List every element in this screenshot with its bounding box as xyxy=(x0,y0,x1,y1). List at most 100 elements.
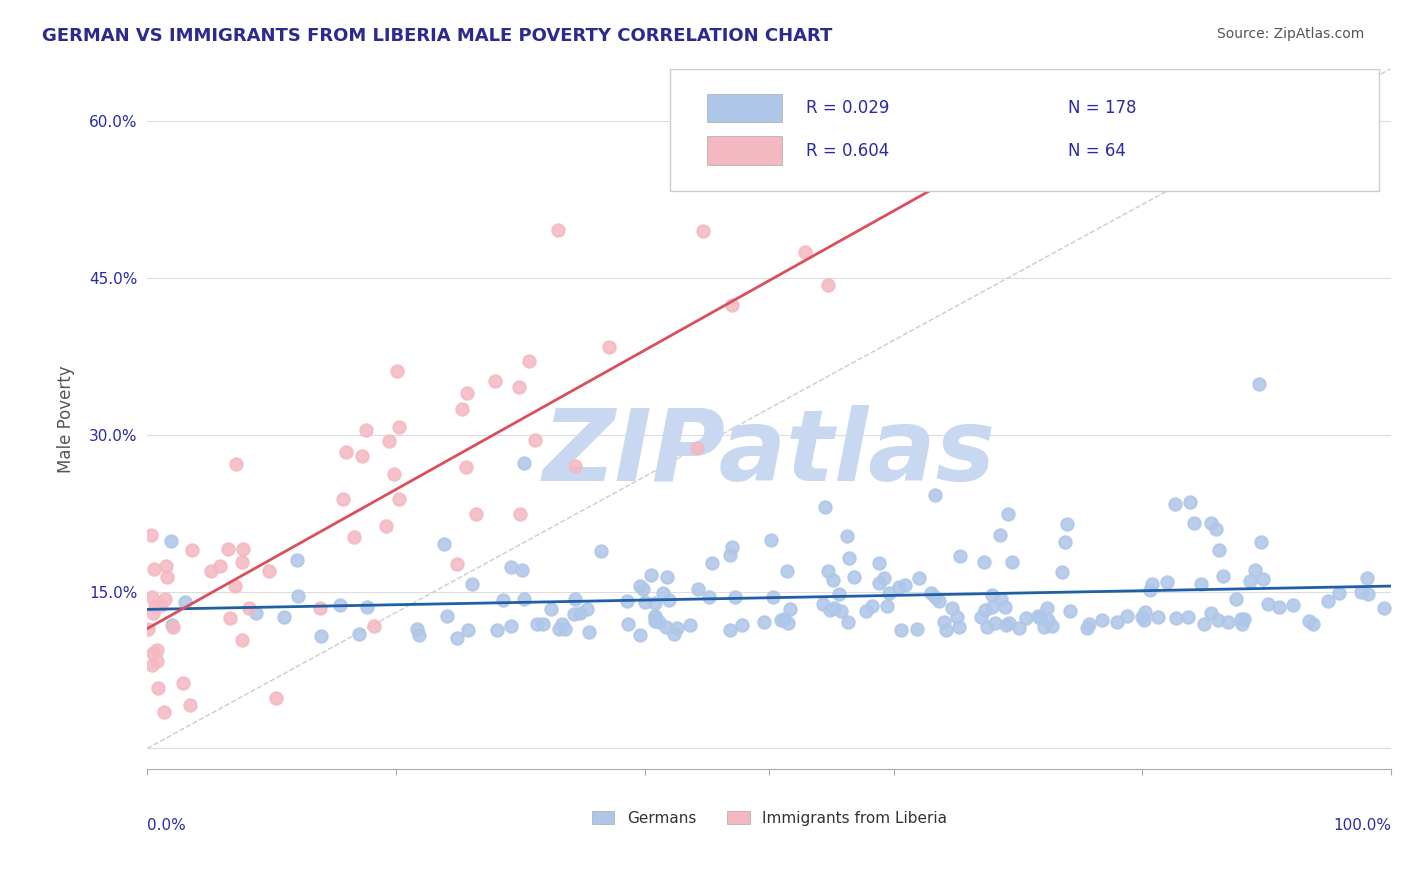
Germans xyxy=(531,617,554,632)
Germans xyxy=(779,602,801,616)
Germans xyxy=(718,624,741,638)
Germans xyxy=(1205,523,1227,537)
Germans xyxy=(1230,617,1253,632)
Immigrants from Liberia xyxy=(332,491,354,506)
Immigrants from Liberia xyxy=(257,564,280,578)
Germans xyxy=(860,599,883,614)
Germans xyxy=(924,590,946,604)
Germans xyxy=(510,563,533,577)
Legend: Germans, Immigrants from Liberia: Germans, Immigrants from Liberia xyxy=(585,805,953,831)
Germans xyxy=(759,533,782,547)
Germans xyxy=(644,609,666,624)
Immigrants from Liberia xyxy=(232,542,254,557)
Germans xyxy=(1208,543,1230,558)
Germans xyxy=(1350,585,1372,599)
Germans xyxy=(499,559,522,574)
Germans xyxy=(562,607,585,621)
Immigrants from Liberia xyxy=(354,423,377,437)
Germans xyxy=(1133,613,1156,627)
Germans xyxy=(512,592,534,607)
Germans xyxy=(1233,612,1256,626)
Immigrants from Liberia xyxy=(155,592,177,607)
Germans xyxy=(718,548,741,562)
Germans xyxy=(285,553,308,567)
Germans xyxy=(575,602,598,616)
Text: R = 0.604: R = 0.604 xyxy=(807,142,890,160)
Germans xyxy=(569,606,592,620)
Germans xyxy=(752,615,775,629)
Immigrants from Liberia xyxy=(136,622,159,636)
Immigrants from Liberia xyxy=(387,364,409,378)
Germans xyxy=(1189,577,1212,591)
Germans xyxy=(828,586,851,600)
Immigrants from Liberia xyxy=(141,657,163,672)
Germans xyxy=(349,627,371,641)
Germans xyxy=(1133,605,1156,619)
Germans xyxy=(776,615,799,630)
Germans xyxy=(1250,535,1272,549)
Immigrants from Liberia xyxy=(382,467,405,481)
Germans xyxy=(821,573,844,587)
Germans xyxy=(811,597,834,611)
Germans xyxy=(830,604,852,618)
Germans xyxy=(287,589,309,603)
Germans xyxy=(457,623,479,637)
Germans xyxy=(1054,535,1077,549)
Immigrants from Liberia xyxy=(200,564,222,578)
Germans xyxy=(873,571,896,585)
Germans xyxy=(356,600,378,615)
Germans xyxy=(1201,516,1223,530)
Germans xyxy=(973,603,995,617)
Immigrants from Liberia xyxy=(179,698,201,712)
Germans xyxy=(907,571,929,585)
Germans xyxy=(842,570,865,584)
Germans xyxy=(644,609,666,624)
Immigrants from Liberia xyxy=(1102,93,1125,107)
Germans xyxy=(1230,612,1253,626)
Germans xyxy=(1316,594,1339,608)
Immigrants from Liberia xyxy=(231,632,253,647)
Immigrants from Liberia xyxy=(343,530,366,544)
Germans xyxy=(578,625,600,640)
Immigrants from Liberia xyxy=(464,507,486,521)
Germans xyxy=(1355,570,1378,584)
Immigrants from Liberia xyxy=(547,223,569,237)
Text: Source: ZipAtlas.com: Source: ZipAtlas.com xyxy=(1216,27,1364,41)
Germans xyxy=(1040,618,1063,632)
Germans xyxy=(432,537,454,551)
Germans xyxy=(1156,574,1178,589)
Germans xyxy=(893,578,915,592)
Germans xyxy=(162,618,184,632)
Germans xyxy=(311,630,333,644)
Germans xyxy=(617,616,640,631)
Germans xyxy=(776,564,799,578)
Germans xyxy=(934,615,956,630)
Germans xyxy=(1029,611,1052,625)
Germans xyxy=(1140,576,1163,591)
FancyBboxPatch shape xyxy=(707,95,782,122)
Immigrants from Liberia xyxy=(794,245,817,260)
Immigrants from Liberia xyxy=(451,402,474,417)
Germans xyxy=(658,593,681,607)
Germans xyxy=(770,613,793,627)
Immigrants from Liberia xyxy=(218,611,240,625)
Immigrants from Liberia xyxy=(598,340,620,354)
Germans xyxy=(616,594,638,608)
Germans xyxy=(1257,597,1279,611)
Germans xyxy=(589,544,612,558)
Germans xyxy=(160,533,183,548)
Germans xyxy=(997,507,1019,521)
Germans xyxy=(526,617,548,632)
Immigrants from Liberia xyxy=(208,559,231,574)
Germans xyxy=(446,631,468,645)
Germans xyxy=(1212,569,1234,583)
Immigrants from Liberia xyxy=(363,618,385,632)
Germans xyxy=(981,600,1004,615)
Immigrants from Liberia xyxy=(456,460,478,475)
Germans xyxy=(631,582,654,596)
Germans xyxy=(949,549,972,563)
Germans xyxy=(1182,516,1205,530)
Immigrants from Liberia xyxy=(388,420,411,434)
Germans xyxy=(540,602,562,616)
Immigrants from Liberia xyxy=(523,433,546,447)
